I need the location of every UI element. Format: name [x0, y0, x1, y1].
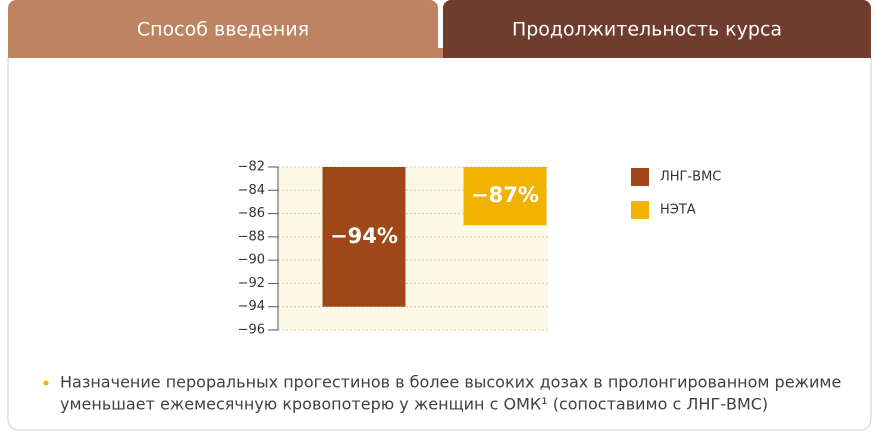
data-label: −87% — [471, 183, 539, 207]
y-tick-label: −82 — [238, 160, 265, 175]
data-label: −94% — [330, 224, 398, 248]
y-tick-label: −88 — [238, 229, 265, 244]
tab-label[interactable]: Способ введения — [137, 19, 309, 41]
tab[interactable] — [443, 0, 871, 58]
tab-label[interactable]: Продолжительность курса — [512, 19, 782, 41]
bullet — [43, 380, 49, 386]
y-tick-label: −90 — [238, 253, 265, 268]
y-tick-label: −92 — [238, 276, 265, 291]
y-tick-label: −96 — [238, 323, 265, 338]
note-line: Назначение пероральных прогестинов в бол… — [60, 373, 841, 392]
tab-base — [8, 48, 871, 58]
legend-swatch — [631, 201, 649, 219]
legend-label: НЭТА — [660, 203, 696, 218]
legend-label: ЛНГ-ВМС — [660, 170, 721, 185]
bar — [322, 167, 406, 307]
y-tick-label: −86 — [238, 206, 265, 221]
bar — [463, 167, 547, 226]
tab[interactable] — [8, 0, 438, 58]
y-tick-label: −94 — [238, 299, 265, 314]
y-tick-label: −84 — [238, 183, 265, 198]
note-line: уменьшает ежемесячную кровопотерю у женщ… — [60, 395, 768, 414]
tab-base — [443, 48, 871, 58]
legend-swatch — [631, 168, 649, 186]
